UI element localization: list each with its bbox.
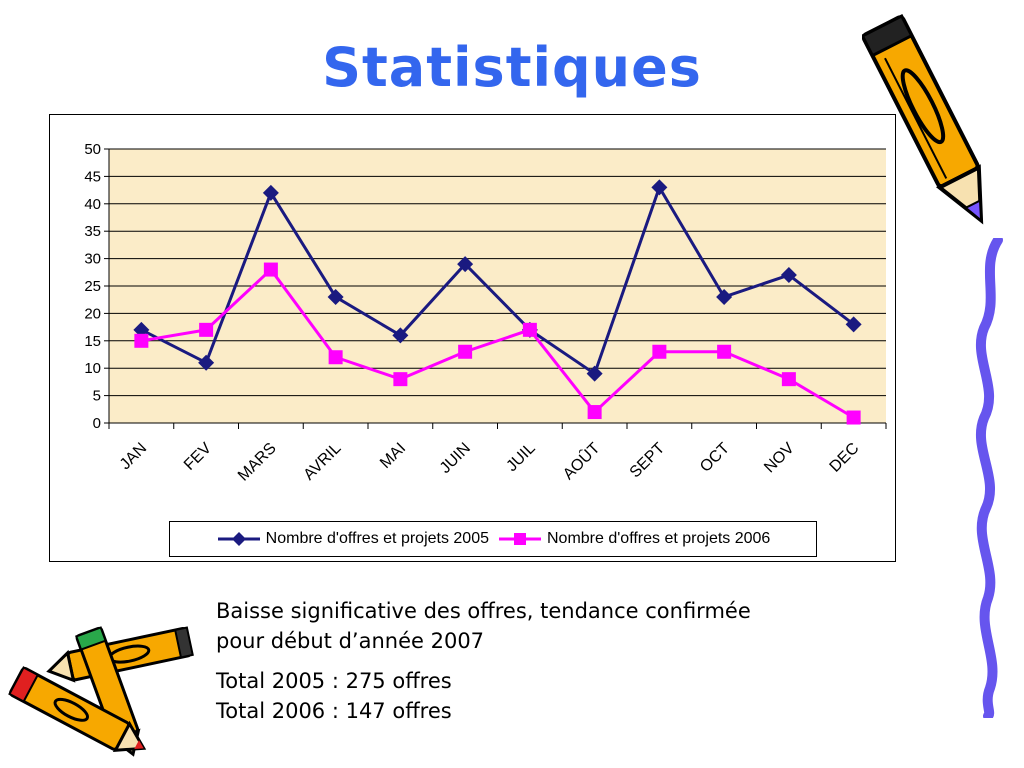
series-line-1 xyxy=(140,185,855,376)
x-tick-label: AVRIL xyxy=(301,440,345,484)
data-point-square xyxy=(846,410,861,425)
y-tick-label: 5 xyxy=(93,388,101,405)
y-tick-label: 35 xyxy=(84,223,101,240)
series-line-2 xyxy=(141,268,855,419)
legend-marker-square xyxy=(499,533,541,545)
x-tick-label: JUIN xyxy=(437,440,474,477)
x-tick-label: AOÛT xyxy=(559,438,604,483)
caption-paragraph-2: Total 2005 : 275 offres Total 2006 : 147… xyxy=(216,666,916,726)
caption-line-1: Baisse significative des offres, tendanc… xyxy=(216,599,751,623)
data-point-square xyxy=(328,350,343,365)
data-point-square xyxy=(652,344,667,359)
page-title: Statistiques xyxy=(322,36,702,99)
y-tick-label: 25 xyxy=(84,278,101,295)
total-2005: Total 2005 : 275 offres xyxy=(216,669,452,693)
caption-text: Baisse significative des offres, tendanc… xyxy=(216,596,916,736)
legend-label-2006: Nombre d'offres et projets 2006 xyxy=(547,530,771,547)
x-tick-label: JUIL xyxy=(503,440,538,475)
y-tick-label: 0 xyxy=(93,415,101,432)
total-2006: Total 2006 : 147 offres xyxy=(216,699,452,723)
data-point-square xyxy=(522,322,537,337)
caption-line-2: pour début d’année 2007 xyxy=(216,629,485,653)
data-point-square xyxy=(134,333,149,348)
y-tick-label: 40 xyxy=(84,196,101,213)
legend-item-2005: Nombre d'offres et projets 2005 xyxy=(216,530,489,548)
legend-item-2006: Nombre d'offres et projets 2006 xyxy=(497,530,770,548)
data-point-diamond xyxy=(651,179,668,196)
x-tick-label: JAN xyxy=(117,440,150,473)
x-tick-label: MAI xyxy=(377,440,409,472)
squiggle-border xyxy=(975,238,1003,718)
x-tick-label: SEPT xyxy=(627,440,669,482)
data-point-square xyxy=(587,405,602,420)
data-point-diamond xyxy=(262,184,279,201)
x-tick-label: DEC xyxy=(827,440,863,476)
line-chart: 0 5 10 15 20 25 30 35 40 45 50 JAN FEV MARS AVRIL MAI JU… xyxy=(84,141,887,485)
chart-container: 0 5 10 15 20 25 30 35 40 45 50 JAN FEV MARS AVRIL MAI JU… xyxy=(49,114,896,562)
chart-legend: Nombre d'offres et projets 2005 Nombre d… xyxy=(169,521,817,557)
data-point-diamond xyxy=(845,316,862,333)
caption-paragraph-1: Baisse significative des offres, tendanc… xyxy=(216,596,916,656)
x-tick-label: FEV xyxy=(181,440,215,474)
legend-marker-diamond xyxy=(217,532,260,546)
x-tick-label: MARS xyxy=(235,440,280,485)
y-tick-label: 15 xyxy=(84,333,101,350)
pencil-icon xyxy=(862,13,984,225)
x-tick-label: NOV xyxy=(761,440,798,477)
data-point-diamond xyxy=(392,327,409,344)
data-point-square xyxy=(199,322,214,337)
data-point-diamond xyxy=(457,256,474,273)
y-tick-label: 30 xyxy=(84,251,101,268)
data-point-square xyxy=(393,372,408,387)
data-point-square xyxy=(263,262,278,277)
y-tick-label: 10 xyxy=(84,360,101,377)
data-point-square xyxy=(717,344,732,359)
data-point-diamond xyxy=(586,365,603,382)
data-point-diamond xyxy=(780,267,797,284)
data-point-diamond xyxy=(716,288,733,305)
data-point-square xyxy=(458,344,473,359)
data-point-square xyxy=(781,372,796,387)
pencils-icon xyxy=(8,626,194,757)
legend-label-2005: Nombre d'offres et projets 2005 xyxy=(265,530,489,547)
y-tick-label: 45 xyxy=(84,168,101,185)
x-tick-label: OCT xyxy=(697,440,733,476)
y-tick-label: 20 xyxy=(84,305,101,322)
y-tick-label: 50 xyxy=(84,141,101,158)
data-point-diamond xyxy=(327,288,344,305)
data-point-diamond xyxy=(198,354,215,371)
